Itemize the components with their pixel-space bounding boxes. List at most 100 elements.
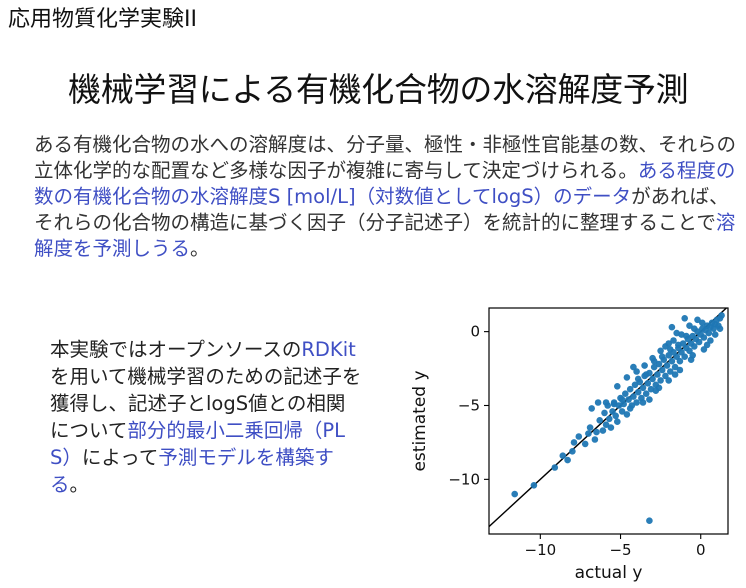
y-tick-label: 0 [470,323,480,341]
data-point [639,399,647,406]
data-point [689,352,696,359]
data-point [602,399,610,406]
data-point [612,412,619,420]
experiment-text-2: を用いて機械学習のための記述子を獲得し、記述子とlogS値との相関について [50,365,362,442]
data-point [658,353,666,360]
data-point [606,415,613,423]
data-point [644,380,652,387]
data-point [599,427,607,434]
data-point [634,388,642,396]
experiment-highlight-model: 予測モデルを構築する [50,446,334,496]
data-point [585,430,592,437]
data-point [668,357,676,365]
intro-highlight-data: ある程度の数の有機化合物の水溶解度S [mol/L]（対数値としてlogS）のデ… [34,159,736,208]
data-point [630,393,637,400]
experiment-text-4: 。 [69,473,90,496]
data-point [633,399,640,406]
experiment-text-3: によって [81,446,159,469]
data-point [691,343,698,350]
data-point [618,396,626,403]
course-title: 応用物質化学実験II [8,7,197,32]
data-point [665,377,672,384]
data-point [631,381,639,389]
experiment-text-1: 本実験ではオープンソースの [50,338,302,361]
data-point [694,316,701,324]
data-point [596,417,603,424]
data-point [559,452,567,459]
data-point [610,400,618,408]
data-point [626,385,634,393]
data-point [530,482,538,489]
scatter-chart: −10 −5 0 0 −5 −10 actual y estimated y [410,307,729,583]
data-point [658,366,666,374]
data-point [699,319,706,327]
data-point [551,464,559,471]
data-point [675,341,682,349]
data-point [607,424,615,431]
intro-paragraph: ある有機化合物の水への溶解度は、分子量、極性・非極性官能基の数、それらの立体化学… [34,132,739,262]
data-point [591,436,599,443]
data-point [676,366,684,374]
data-point [711,331,719,338]
intro-text-2: があれば、それらの化合物の構造に基づく因子（分子記述子）を統計的に整理することで [34,185,729,234]
data-point [668,323,676,331]
x-axis-label: actual y [575,563,643,583]
data-point [649,354,656,362]
data-point [622,390,629,397]
data-point [662,343,669,350]
x-tick-label: 0 [696,541,706,559]
data-point [588,405,595,412]
data-point [678,331,685,338]
data-point [642,371,650,378]
data-point [681,315,688,322]
data-point [575,433,583,440]
data-point [700,334,708,341]
data-point [716,325,724,332]
y-axis: 0 −5 −10 [448,323,489,488]
data-point [700,346,708,353]
data-point [686,322,693,329]
intro-text-3: 。 [190,237,210,260]
data-point [691,325,698,332]
data-point [670,337,677,344]
data-point [718,312,725,319]
x-axis: −10 −5 0 [525,534,706,559]
data-point [601,409,608,417]
data-point [569,448,576,455]
data-point [626,405,634,412]
data-point [695,338,703,346]
data-point [665,352,672,359]
data-point [652,387,660,394]
y-tick-label: −10 [448,470,480,488]
x-tick-label: −5 [609,541,631,559]
data-point [614,383,621,390]
data-point [614,418,621,425]
data-point [594,399,602,406]
data-point [667,346,674,353]
data-point [646,396,653,403]
experiment-highlight-pls: 部分的最小二乗回帰（PLS） [50,419,346,469]
data-point [630,363,637,371]
data-point [671,371,679,378]
data-point [511,490,518,498]
experiment-highlight-rdkit: RDKit [301,338,356,361]
y-axis-label: estimated y [410,370,430,471]
y-tick-label: −5 [458,396,480,414]
x-tick-label: −10 [525,541,557,559]
data-point [593,428,600,436]
experiment-paragraph: 本実験ではオープンソースのRDKit を用いて機械学習のための記述子を獲得し、記述… [50,336,364,498]
data-point [634,375,642,383]
data-point [639,384,647,392]
data-point [649,375,656,383]
data-point [657,377,664,384]
data-point [657,347,664,355]
page-title: 機械学習による有機化合物の水溶解度予測 [68,70,689,109]
data-point [642,390,650,397]
data-point [618,408,626,415]
data-point [707,337,714,344]
data-point [671,363,679,371]
data-point [676,357,684,365]
data-point [663,362,671,369]
data-point [650,363,658,371]
data-point [641,362,648,369]
